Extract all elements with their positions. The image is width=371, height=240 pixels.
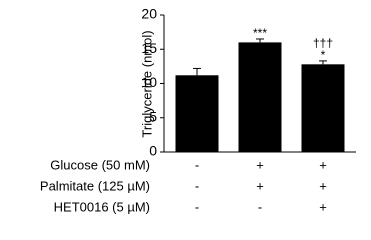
chart: Triglyceride (nmol) 05101520****†††Gluco… [40,6,356,214]
significance-mark: *** [253,26,267,40]
condition-value: + [319,199,327,214]
bar [301,64,345,152]
y-tick-label: 0 [149,143,157,159]
bar [238,42,282,152]
y-axis-label: Triglyceride (nmol) [139,30,154,137]
condition-value: + [256,178,264,193]
y-tick-label: 20 [141,6,157,22]
condition-value: - [195,157,199,172]
condition-label: HET0016 (5 µM) [54,199,150,214]
y-tick-label: 5 [149,108,157,124]
significance-mark: ††† [313,36,333,50]
condition-value: + [319,178,327,193]
y-tick-label: 15 [141,40,157,56]
condition-value: - [258,199,262,214]
page: Triglyceride (nmol) 0 5 10 15 20 *** * ††† Gluco… [39,5,356,215]
condition-value: - [195,199,199,214]
condition-label: Palmitate (125 µM) [40,178,150,193]
condition-value: - [195,178,199,193]
condition-value: + [319,157,327,172]
condition-label: Glucose (50 mM) [50,157,150,172]
significance-mark: * [321,48,326,62]
y-tick-label: 10 [141,74,157,90]
condition-value: + [256,157,264,172]
bar [175,75,219,152]
